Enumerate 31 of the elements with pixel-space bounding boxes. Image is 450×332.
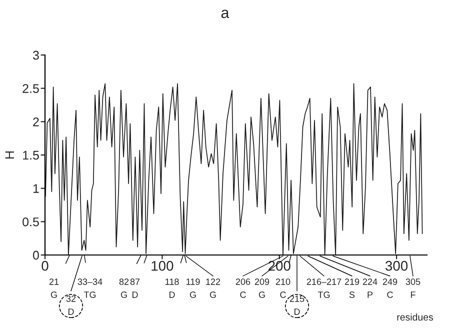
y-tick-label: 3 bbox=[32, 50, 39, 60]
x-tick-label: 300 bbox=[385, 260, 408, 271]
y-tick-label: 1.5 bbox=[23, 150, 39, 160]
annotation: 33–34 TG bbox=[78, 278, 102, 298]
line-series bbox=[45, 83, 423, 255]
text: 122 G bbox=[206, 278, 220, 298]
text: 305 F bbox=[406, 278, 420, 298]
text: 219 S bbox=[344, 278, 360, 298]
chart-title: a bbox=[221, 10, 230, 18]
y-tick-label: 0.5 bbox=[22, 217, 39, 226]
text: 224 P bbox=[362, 278, 378, 298]
y-axis-title: H bbox=[5, 152, 14, 158]
text: 216–217 TG bbox=[306, 278, 342, 298]
annotation: 210 C bbox=[276, 278, 290, 298]
text: 32 D bbox=[66, 296, 76, 315]
text: 206 C bbox=[236, 278, 250, 298]
text: 215 D bbox=[290, 296, 304, 315]
annotation: 118 D bbox=[165, 278, 179, 298]
text: 249 C bbox=[382, 278, 398, 298]
annotation: 119 G bbox=[186, 278, 200, 298]
y-tick-label: 1 bbox=[33, 184, 39, 193]
x-axis-title: residues bbox=[397, 313, 434, 321]
annotation: 87 D bbox=[130, 278, 140, 298]
text: 209 G bbox=[254, 278, 270, 298]
y-tick-label: 0 bbox=[32, 250, 39, 260]
y-tick-label: 2.5 bbox=[22, 84, 39, 93]
annotation: 82 G bbox=[119, 278, 129, 298]
x-tick-label: 0 bbox=[42, 260, 48, 271]
annotation: 21 G bbox=[49, 278, 59, 298]
x-tick-label: 100 bbox=[152, 260, 174, 271]
y-tick-label: 2 bbox=[33, 117, 39, 126]
